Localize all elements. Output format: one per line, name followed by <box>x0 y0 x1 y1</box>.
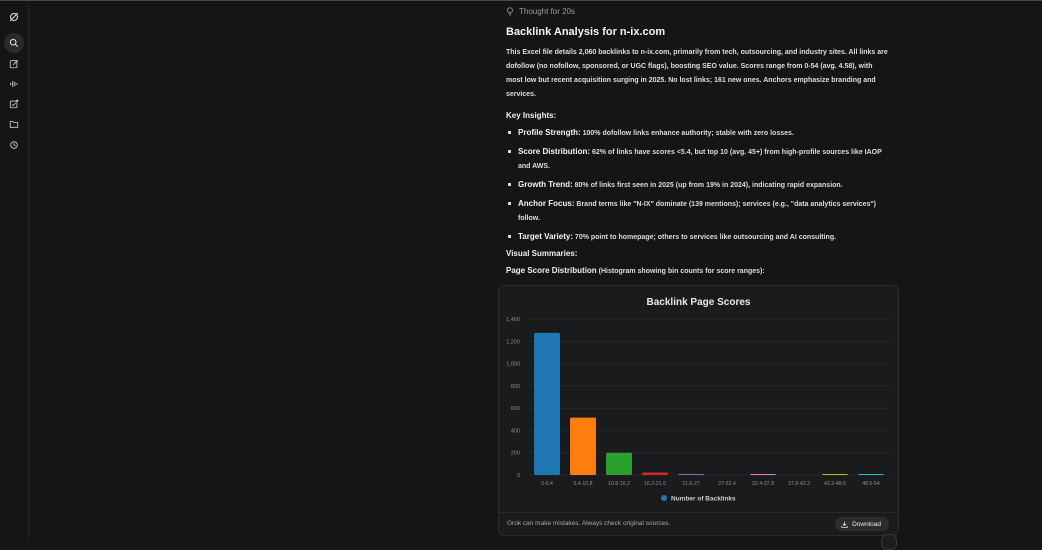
chat-main: Thought for 20s Backlink Analysis for n-… <box>29 1 1042 542</box>
y-tick-label: 0 <box>517 473 520 479</box>
list-item: Score Distribution: 62% of links have sc… <box>506 145 896 174</box>
x-tick-label: 16.2-21.6 <box>644 481 666 487</box>
insight-label: Anchor Focus: <box>518 199 574 208</box>
response-title: Backlink Analysis for n-ix.com <box>506 26 665 38</box>
chart-bar[interactable] <box>570 418 596 475</box>
thought-label: Thought for 20s <box>519 7 575 16</box>
legend-swatch <box>661 495 667 501</box>
visual-summaries-heading: Visual Summaries: <box>506 249 577 258</box>
download-button[interactable]: Download <box>835 517 889 531</box>
thought-indicator[interactable]: Thought for 20s <box>506 7 575 16</box>
disclaimer-note: Grok can make mistakes. Always check ori… <box>507 520 670 527</box>
chart-bar[interactable] <box>750 474 776 475</box>
y-tick-label: 800 <box>511 384 520 390</box>
chart-card: 0 200 400 600 800 1,000 1,200 1,400 0-5.4 5.4-10.… <box>498 285 899 536</box>
chart-bar[interactable] <box>642 473 668 475</box>
insight-label: Profile Strength: <box>518 128 581 137</box>
x-tick-label: 43.2-48.6 <box>824 481 846 487</box>
chart-title: Backlink Page Scores <box>647 297 751 308</box>
x-tick-label: 27-32.4 <box>718 481 736 487</box>
download-icon <box>841 521 848 528</box>
list-item: Anchor Focus: Brand terms like "N-IX" do… <box>506 197 896 226</box>
history-icon[interactable] <box>4 135 24 155</box>
y-tick-label: 1,200 <box>506 339 520 345</box>
scroll-down-button[interactable] <box>881 534 897 550</box>
page-score-heading: Page Score Distribution (Histogram showi… <box>506 266 765 275</box>
insights-list: Profile Strength: 100% dofollow links en… <box>506 126 896 249</box>
grok-logo-icon[interactable] <box>4 7 24 27</box>
chart-bar[interactable] <box>606 453 632 475</box>
list-item: Target Variety: 70% point to homepage; o… <box>506 230 896 245</box>
x-tick-label: 48.6-54 <box>862 481 880 487</box>
bar-chart: 0 200 400 600 800 1,000 1,200 1,400 0-5.4 5.4-10.… <box>499 286 898 512</box>
folder-icon[interactable] <box>4 114 24 134</box>
task-icon[interactable] <box>4 94 24 114</box>
chart-legend: Number of Backlinks <box>661 495 736 503</box>
download-label: Download <box>852 521 881 528</box>
list-item: Growth Trend: 80% of links first seen in… <box>506 178 896 193</box>
insight-text: 70% point to homepage; others to service… <box>573 234 836 241</box>
y-tick-label: 200 <box>511 451 520 457</box>
y-tick-label: 1,400 <box>506 317 520 323</box>
insight-label: Growth Trend: <box>518 180 573 189</box>
card-footer: Grok can make mistakes. Always check ori… <box>499 512 898 535</box>
x-tick-label: 5.4-10.8 <box>573 481 592 487</box>
x-tick-label: 0-5.4 <box>541 481 553 487</box>
response-intro: This Excel file details 2,060 backlinks … <box>506 46 891 102</box>
y-tick-label: 1,000 <box>506 362 520 368</box>
sidebar <box>0 1 29 542</box>
chart-bar[interactable] <box>678 474 704 475</box>
x-tick-label: 37.8-43.2 <box>788 481 810 487</box>
chart-bar[interactable] <box>858 474 884 475</box>
page-score-desc: (Histogram showing bin counts for score … <box>597 268 765 275</box>
insight-text: 80% of links first seen in 2025 (up from… <box>573 182 843 189</box>
y-tick-label: 600 <box>511 406 520 412</box>
list-item: Profile Strength: 100% dofollow links en… <box>506 126 896 141</box>
insight-label: Target Variety: <box>518 232 573 241</box>
edit-icon[interactable] <box>4 54 24 74</box>
voice-icon[interactable] <box>4 74 24 94</box>
lightbulb-icon <box>506 7 514 16</box>
insight-text: 100% dofollow links enhance authority; s… <box>581 130 794 137</box>
insight-label: Score Distribution: <box>518 147 590 156</box>
chart-bar[interactable] <box>822 474 848 475</box>
chart-bar[interactable] <box>534 333 560 475</box>
x-tick-label: 32.4-37.8 <box>752 481 774 487</box>
y-tick-label: 400 <box>511 428 520 434</box>
x-tick-label: 10.8-16.2 <box>608 481 630 487</box>
key-insights-heading: Key Insights: <box>506 111 556 120</box>
search-icon[interactable] <box>4 33 24 53</box>
legend-label: Number of Backlinks <box>671 496 736 503</box>
page-score-label: Page Score Distribution <box>506 266 597 275</box>
x-tick-label: 21.6-27 <box>682 481 700 487</box>
